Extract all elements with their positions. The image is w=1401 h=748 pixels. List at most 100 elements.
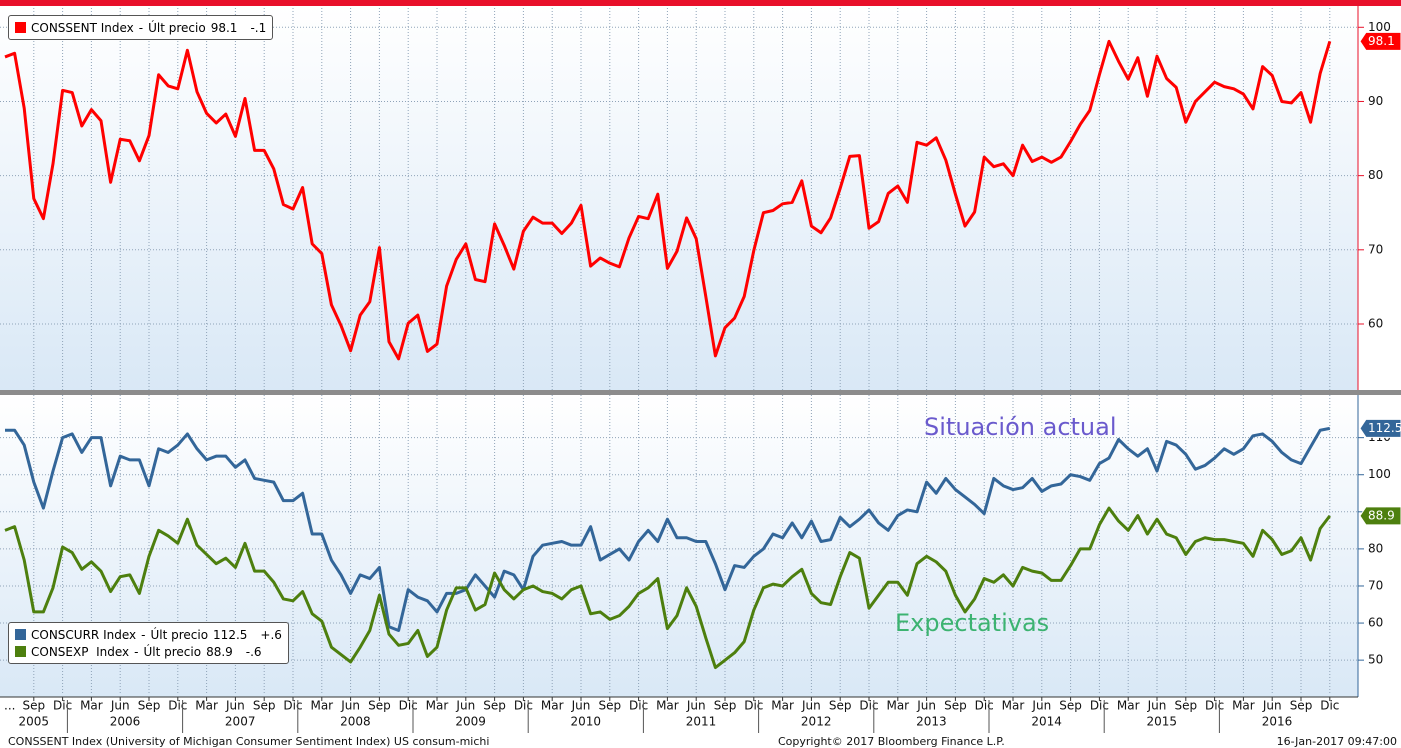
legend-last: 112.5 [213,627,248,642]
y-tick-label: 70 [1368,242,1383,256]
legend-change: +.6 [260,627,282,642]
legend-name: CONSCURR Index [31,627,137,642]
x-tick-label: Dic [53,699,72,713]
y-tick-label: 70 [1368,578,1383,592]
x-tick-label: Sep [138,699,161,713]
legend-label: Últ precio [143,644,202,659]
x-tick-label: Jun [571,699,591,713]
annotation: Expectativas [895,609,1049,637]
x-tick-label: Jun [916,699,936,713]
legend-separator: - [134,644,139,659]
legend-change: -.6 [245,644,262,659]
x-tick-label: Mar [426,699,449,713]
legend-name: CONSSENT Index [31,20,134,35]
x-tick-label: Dic [629,699,648,713]
x-tick-label: Sep [253,699,276,713]
last-value-tag [1359,31,1401,51]
x-tick-label: Dic [283,699,302,713]
line [4,39,1332,361]
year-label: 2013 [916,715,947,729]
legend-last: 98.1 [210,20,238,35]
year-label: 2011 [686,715,717,729]
y-tick-label: 50 [1368,653,1383,667]
year-label: 2015 [1147,715,1178,729]
x-tick-label: Mar [656,699,679,713]
last-value-label: 88.9 [1368,508,1395,522]
x-tick-label: Mar [886,699,909,713]
legend-label: Últ precio [150,627,209,642]
x-tick-label: Mar [1232,699,1255,713]
x-tick-label: Mar [310,699,333,713]
x-tick-label: Sep [1059,699,1082,713]
x-tick-label: Sep [944,699,967,713]
legend-change: -.1 [250,20,267,35]
x-tick-label: Sep [483,699,506,713]
legend-name: CONSEXP Index [31,644,130,659]
legend-entry: CONSCURR Index - Últ precio 112.5 +.6 [15,626,282,643]
y-tick-label: 60 [1368,316,1383,330]
legend-separator: - [141,627,146,642]
last-value-label: 98.1 [1368,34,1395,48]
legend-separator: - [138,20,144,35]
year-label: 2006 [110,715,141,729]
year-label: 2005 [19,715,50,729]
last-value-label: 112.5 [1368,421,1401,435]
legend-last: 88.9 [206,644,233,659]
year-label: 2014 [1031,715,1062,729]
x-tick-label: Mar [80,699,103,713]
x-tick-label: Dic [744,699,763,713]
y-tick-label: 100 [1368,20,1391,34]
legend-entry: CONSEXP Index - Últ precio 88.9 -.6 [15,643,282,660]
panel-separator [0,390,1401,395]
x-tick-label: Sep [1174,699,1197,713]
top-bar [0,0,1401,6]
x-tick-label: Dic [514,699,533,713]
annotation: Situación actual [924,413,1117,441]
x-tick-label: Sep [368,699,391,713]
year-label: 2012 [801,715,832,729]
x-tick-label: Dic [859,699,878,713]
x-tick-label: Jun [455,699,475,713]
x-tick-label: Jun [1031,699,1051,713]
legend-swatch [15,629,26,640]
x-tick-label: Mar [771,699,794,713]
x-tick-label: Mar [1002,699,1025,713]
legend-swatch [15,22,26,33]
x-tick-label: Dic [975,699,994,713]
x-tick-label: Sep [829,699,852,713]
x-tick-label: Jun [801,699,821,713]
x-tick-label: Dic [1320,699,1339,713]
x-tick-label: Sep [1290,699,1313,713]
year-label: 2008 [340,715,371,729]
year-label: 2007 [225,715,256,729]
x-tick-label: Dic [399,699,418,713]
timestamp: 16-Jan-2017 09:47:00 [1277,735,1397,748]
x-tick-label: Sep [22,699,45,713]
y-tick-label: 60 [1368,616,1383,630]
legend: CONSSENT Index - Últ precio 98.1 -.1 [8,15,274,40]
x-tick-label: Dic [1205,699,1224,713]
legend: CONSCURR Index - Últ precio 112.5 +.6 CONSEXP… [8,622,289,664]
x-tick-label: Sep [714,699,737,713]
x-axis-prefix: ... [4,699,15,713]
legend-swatch [15,646,26,657]
x-tick-label: Mar [541,699,564,713]
x-tick-label: Jun [1147,699,1167,713]
y-tick-label: 80 [1368,168,1383,182]
x-tick-label: Jun [110,699,130,713]
line [4,506,1331,670]
last-value-tag [1359,418,1401,438]
x-tick-label: Mar [195,699,218,713]
x-tick-label: Dic [1090,699,1109,713]
year-label: 2016 [1262,715,1293,729]
y-tick-label: 80 [1368,541,1383,555]
last-value-tag [1359,506,1401,526]
year-label: 2009 [455,715,486,729]
y-tick-label: 90 [1368,94,1383,108]
x-tick-label: Sep [598,699,621,713]
source: CONSSENT Index (University of Michigan C… [8,735,489,748]
y-tick-label: 100 [1368,467,1391,481]
x-tick-label: Jun [340,699,360,713]
